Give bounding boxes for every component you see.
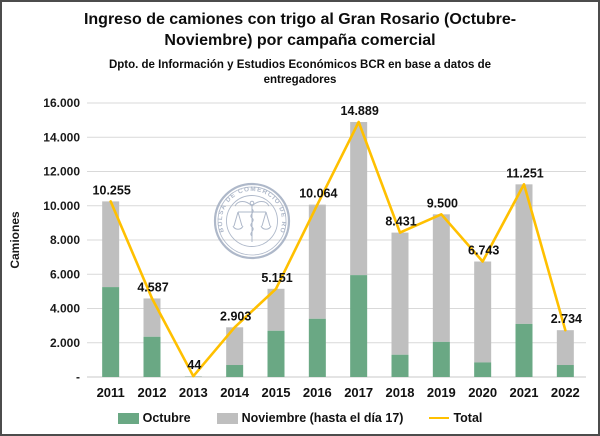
watermark-seal-icon: BOLSA DE COMERCIO DE ROSARIO [213,182,291,260]
y-tick-label: 8.000 [50,233,80,247]
data-label-2015: 5.151 [261,271,292,285]
watermark-mid-ring [217,186,287,256]
chart-subtitle-line2: entregadores [263,74,337,86]
legend-label-noviembre: Noviembre (hasta el día 17) [241,411,404,425]
emblem-orb [249,200,255,206]
y-tick-label: 16.000 [43,96,80,110]
y-tick-label: 2.000 [50,336,80,350]
bar-octubre-2022 [556,365,574,377]
emblem-snake [250,208,254,237]
legend-item-total: Total [429,411,482,425]
x-tick-label-2016: 2016 [303,385,332,400]
legend-label-total: Total [453,411,483,425]
chart-title-line1: Ingreso de camiones con trigo al Gran Ro… [83,11,517,28]
bar-octubre-2016 [308,318,326,377]
data-label-2022: 2.734 [551,312,582,326]
data-label-2014: 2.903 [220,309,251,323]
x-tick-label-2015: 2015 [262,385,291,400]
bar-octubre-2015 [267,330,285,377]
bar-octubre-2014 [226,365,244,377]
data-label-2013: 44 [187,358,201,372]
data-label-2011: 10.255 [93,183,131,197]
chart-subtitle-line1: Dpto. de Información y Estudios Económic… [108,59,492,71]
x-tick-label-2014: 2014 [220,385,250,400]
emblem-scale-right [260,211,272,230]
y-tick-label: 4.000 [50,302,80,316]
total-line [109,120,567,378]
bar-octubre-2012 [143,336,161,377]
bar-noviembre-2019 [432,214,450,342]
bar-octubre-2019 [432,341,450,377]
legend-label-octubre: Octubre [142,411,191,425]
watermark-inner-ring [226,195,278,247]
chart-title-line2: Noviembre) por campaña comercial [164,32,436,49]
data-label-2016: 10.064 [299,187,337,201]
x-tick-label-2022: 2022 [551,385,580,400]
data-label-2017: 14.889 [341,104,379,118]
bar-noviembre-2021 [515,184,533,324]
y-tick-label: 6.000 [50,267,80,281]
total-line-icon [429,416,450,420]
data-label-2021: 11.251 [506,166,544,180]
x-tick-label-2020: 2020 [468,385,497,400]
noviembre-swatch-icon [216,412,238,424]
x-tick-label-2012: 2012 [138,385,167,400]
x-tick-label-2013: 2013 [179,385,208,400]
data-label-2019: 9.500 [427,196,458,210]
x-tick-label-2011: 2011 [97,385,125,400]
y-tick-label: 14.000 [43,130,80,144]
bar-noviembre-2014 [226,327,244,366]
data-label-2012: 4.587 [137,280,168,294]
bar-octubre-2018 [391,354,409,377]
watermark-emblem-icon [232,200,272,242]
bar-octubre-2011 [102,287,120,377]
x-tick-label-2018: 2018 [386,385,415,400]
watermark-outer-ring [213,182,291,260]
bar-noviembre-2018 [391,232,409,355]
bar-noviembre-2016 [308,204,326,319]
bar-noviembre-2022 [556,330,574,366]
x-tick-label-2017: 2017 [344,385,373,400]
emblem-wings [234,201,270,207]
bar-octubre-2017 [350,275,368,377]
data-label-2020: 6.743 [468,244,499,258]
bar-octubre-2021 [515,323,533,377]
emblem-scale-left [232,211,244,230]
legend-item-octubre: Octubre [117,411,191,425]
bar-noviembre-2015 [267,288,285,331]
y-tick-label: 10.000 [43,199,80,213]
legend-item-noviembre: Noviembre (hasta el día 17) [216,411,404,425]
chart-legend: Octubre Noviembre (hasta el día 17) Tota… [2,411,598,425]
x-tick-label-2019: 2019 [427,385,456,400]
bar-octubre-2020 [474,362,492,377]
octubre-swatch-icon [117,412,139,424]
chart-title: Ingreso de camiones con trigo al Gran Ro… [2,9,598,51]
bar-noviembre-2017 [350,122,368,276]
data-label-2018: 8.431 [385,215,416,229]
y-axis-title: Camiones [8,211,22,269]
x-tick-label-2021: 2021 [510,385,539,400]
bar-noviembre-2020 [474,261,492,363]
chart-subtitle: Dpto. de Información y Estudios Económic… [2,58,598,88]
y-tick-label: 12.000 [43,165,80,179]
y-tick-label: - [76,370,80,384]
bar-noviembre-2011 [102,201,120,288]
bar-noviembre-2012 [143,298,161,337]
